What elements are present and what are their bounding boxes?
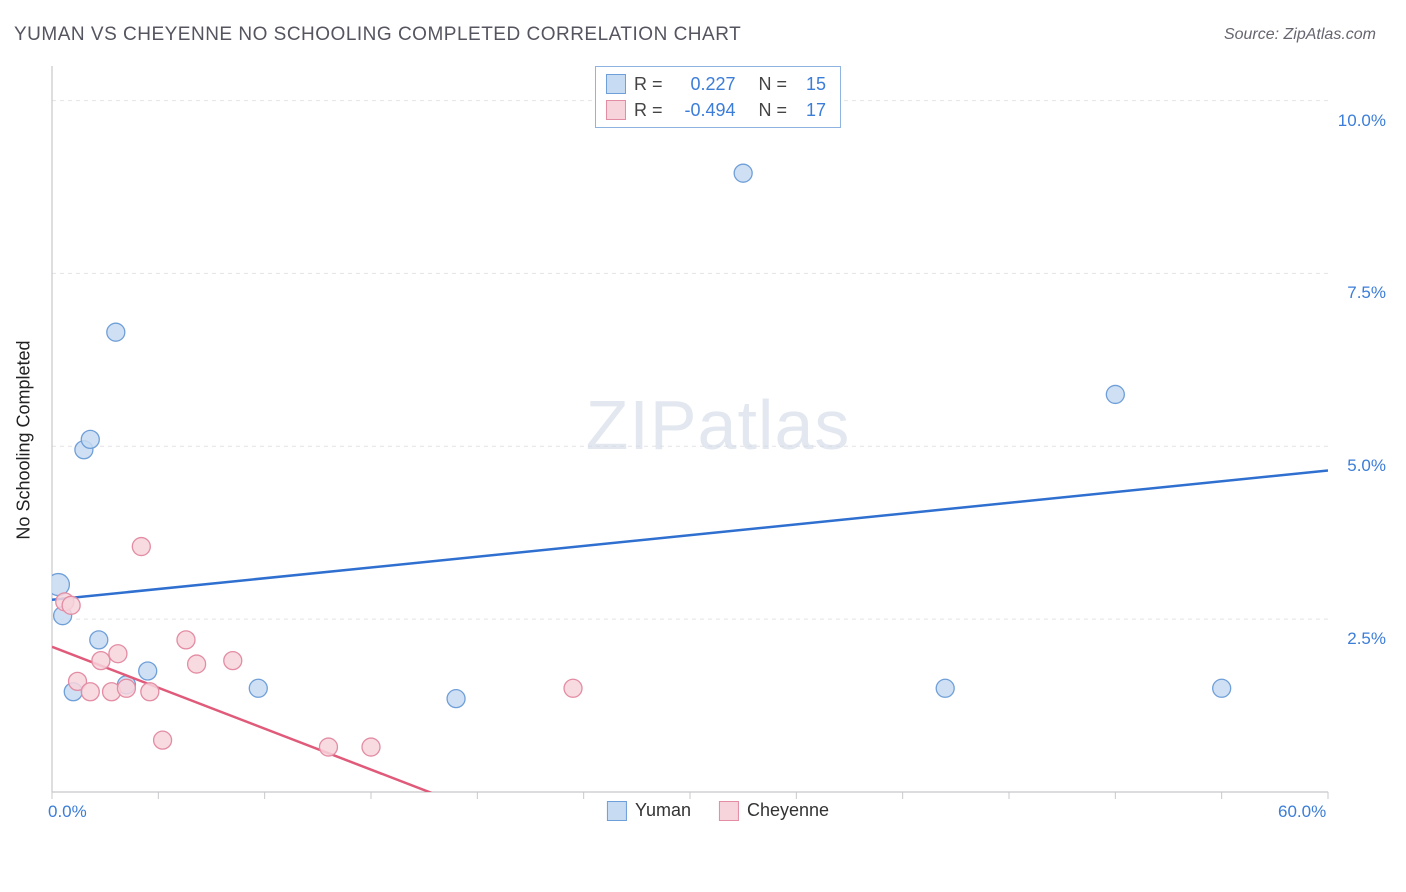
legend-stat-row: R = -0.494 N = 17 [606, 97, 826, 123]
legend-swatch [606, 100, 626, 120]
y-tick-label: 5.0% [1347, 456, 1386, 476]
y-tick-label: 10.0% [1338, 111, 1386, 131]
legend-series: Yuman Cheyenne [607, 800, 829, 821]
legend-item: Yuman [607, 800, 691, 821]
legend-stats: R = 0.227 N = 15R = -0.494 N = 17 [595, 66, 841, 128]
legend-swatch [719, 801, 739, 821]
legend-swatch [606, 74, 626, 94]
chart-header: YUMAN VS CHEYENNE NO SCHOOLING COMPLETED… [0, 0, 1406, 56]
y-axis-label: No Schooling Completed [14, 340, 35, 539]
legend-label: Cheyenne [747, 800, 829, 821]
legend-label: Yuman [635, 800, 691, 821]
x-tick-label: 0.0% [48, 802, 87, 822]
legend-stat-row: R = 0.227 N = 15 [606, 71, 826, 97]
x-tick-label: 60.0% [1278, 802, 1326, 822]
legend-swatch [607, 801, 627, 821]
chart-source: Source: ZipAtlas.com [1224, 26, 1376, 44]
chart-area: No Schooling Completed ZIPatlas R = 0.22… [48, 60, 1388, 820]
y-tick-label: 2.5% [1347, 629, 1386, 649]
chart-title: YUMAN VS CHEYENNE NO SCHOOLING COMPLETED… [14, 24, 741, 46]
scatter-plot [48, 60, 1388, 820]
legend-item: Cheyenne [719, 800, 829, 821]
y-tick-label: 7.5% [1347, 283, 1386, 303]
